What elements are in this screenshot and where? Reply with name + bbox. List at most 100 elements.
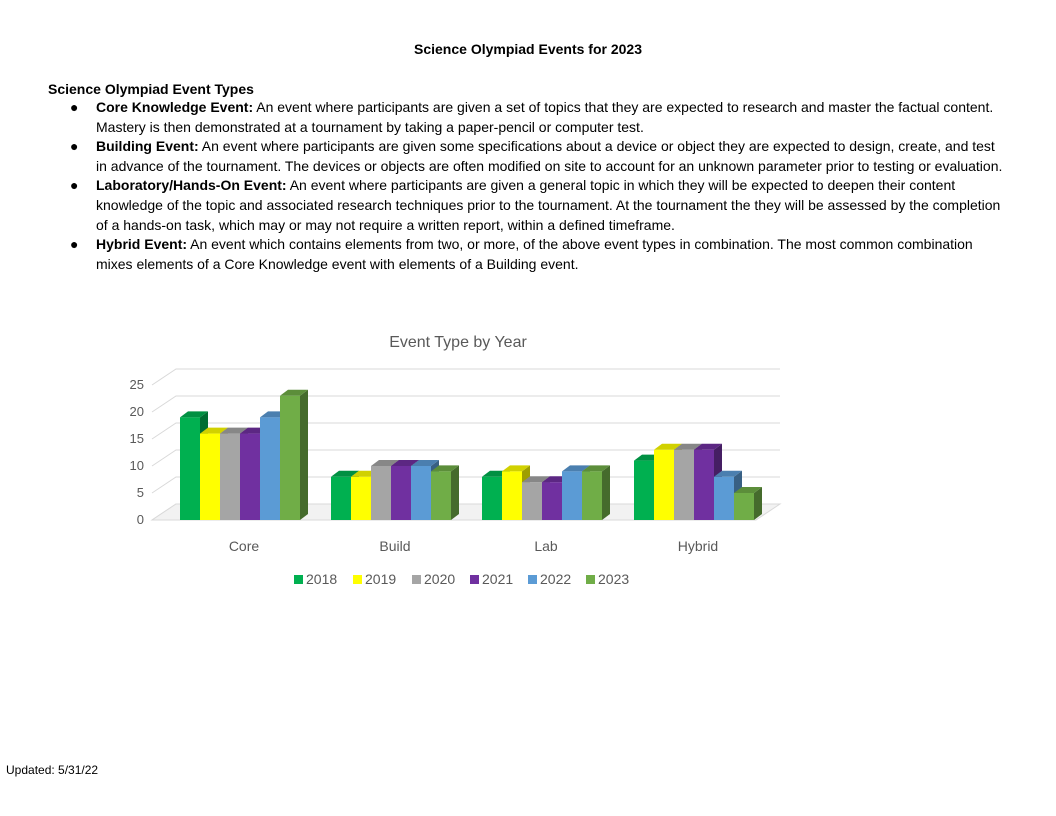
event-type-description: An event which contains elements from tw… [96, 236, 973, 272]
bar-side [602, 465, 610, 520]
legend-swatch [528, 575, 537, 584]
gridline [151, 449, 780, 467]
bar-front [200, 433, 220, 520]
bar-top [331, 470, 359, 477]
bar-top [654, 443, 682, 450]
legend-swatch [470, 575, 479, 584]
bar-top [734, 487, 762, 493]
bar-top [502, 465, 530, 472]
legend-label: 2018 [306, 571, 337, 587]
bar-top [411, 460, 439, 466]
bar-lab-2023 [582, 465, 610, 520]
bar-top [280, 389, 308, 396]
bar-front [411, 466, 431, 520]
bullet-icon: ● [70, 177, 79, 194]
bar-front [654, 449, 674, 520]
event-type-name: Building Event: [96, 138, 199, 155]
bar-front [431, 471, 451, 520]
event-type-laboratory: ● Laboratory/Hands-On Event: An event wh… [70, 176, 1008, 235]
event-type-chart: Event Type by Year 0 5 10 15 20 25 Core Build Lab… [0, 320, 1056, 600]
event-type-name: Laboratory/Hands-On Event: [96, 177, 287, 194]
bar-front [542, 482, 562, 520]
legend-label: 2019 [365, 571, 396, 587]
bar-front [714, 476, 734, 520]
legend-label: 2022 [540, 571, 571, 587]
y-tick-label: 25 [130, 377, 144, 392]
y-tick-label: 0 [137, 512, 144, 527]
y-tick-label: 5 [137, 485, 144, 500]
event-type-core: ● Core Knowledge Event: An event where p… [70, 98, 1008, 137]
legend-label: 2021 [482, 571, 513, 587]
y-tick-label: 15 [130, 431, 144, 446]
chart-svg: Event Type by Year 0 5 10 15 20 25 Core Build Lab… [130, 334, 782, 587]
event-type-hybrid: ● Hybrid Event: An event which contains … [70, 235, 1008, 274]
document-title: Science Olympiad Events for 2023 [414, 41, 642, 57]
bullet-icon: ● [70, 138, 79, 155]
bar-front [240, 433, 260, 520]
bar-hybrid-2021 [694, 443, 722, 520]
event-type-name: Core Knowledge Event: [96, 99, 254, 115]
bar-front [180, 417, 200, 520]
bar-top [220, 427, 248, 434]
updated-footer: Updated: 5/31/22 [6, 763, 99, 777]
bar-top [562, 465, 590, 472]
bar-front [502, 471, 522, 520]
bullet-icon: ● [70, 236, 79, 253]
legend-swatch [353, 575, 362, 584]
gridline [151, 422, 780, 440]
bar-front [674, 449, 694, 520]
legend-swatch [586, 575, 595, 584]
bar-front [391, 466, 411, 520]
bar-front [522, 482, 542, 520]
bar-front [694, 449, 714, 520]
bar-top [180, 411, 208, 418]
bar-top [694, 443, 722, 450]
bar-front [582, 471, 602, 520]
event-type-building: ● Building Event: An event where partici… [70, 137, 1008, 176]
bar-front [220, 433, 240, 520]
bar-side [300, 389, 308, 520]
legend-swatch [294, 575, 303, 584]
event-type-name: Hybrid Event: [96, 236, 188, 253]
legend-label: 2020 [424, 571, 455, 587]
bar-front [351, 476, 371, 520]
bar-front [280, 395, 300, 520]
bar-top [714, 470, 742, 477]
bar-front [371, 466, 391, 520]
legend-label: 2023 [598, 571, 629, 587]
bullet-icon: ● [70, 99, 79, 115]
bar-top [431, 465, 459, 472]
bar-front [734, 493, 754, 520]
bar-top [371, 460, 399, 466]
bar-front [331, 476, 351, 520]
bar-core-2023 [280, 389, 308, 520]
category-label: Hybrid [678, 538, 718, 554]
y-tick-label: 10 [130, 458, 144, 473]
gridline [151, 368, 780, 386]
bar-top [582, 465, 610, 472]
bar-top [391, 460, 419, 466]
category-label: Build [379, 538, 410, 554]
chart-title: Event Type by Year [389, 334, 527, 351]
bar-side [451, 465, 459, 520]
bar-side [754, 487, 762, 520]
gridline [151, 395, 780, 413]
bar-top [522, 476, 550, 483]
section-heading: Science Olympiad Event Types [48, 81, 254, 97]
event-type-list: ● Core Knowledge Event: An event where p… [70, 98, 1008, 274]
bar-top [674, 443, 702, 450]
category-label: Lab [534, 538, 558, 554]
category-label: Core [229, 538, 260, 554]
legend-swatch [412, 575, 421, 584]
bar-hybrid-2023 [734, 487, 762, 520]
event-type-description: An event where participants are given a … [96, 177, 1001, 233]
y-tick-label: 20 [130, 404, 144, 419]
bar-front [482, 476, 502, 520]
event-type-description: An event where participants are given a … [96, 99, 994, 135]
bar-front [260, 417, 280, 520]
bar-front [634, 460, 654, 520]
bar-front [562, 471, 582, 520]
bar-build-2023 [431, 465, 459, 520]
bar-top [200, 427, 228, 434]
event-type-description: An event where participants are given so… [96, 138, 1003, 174]
